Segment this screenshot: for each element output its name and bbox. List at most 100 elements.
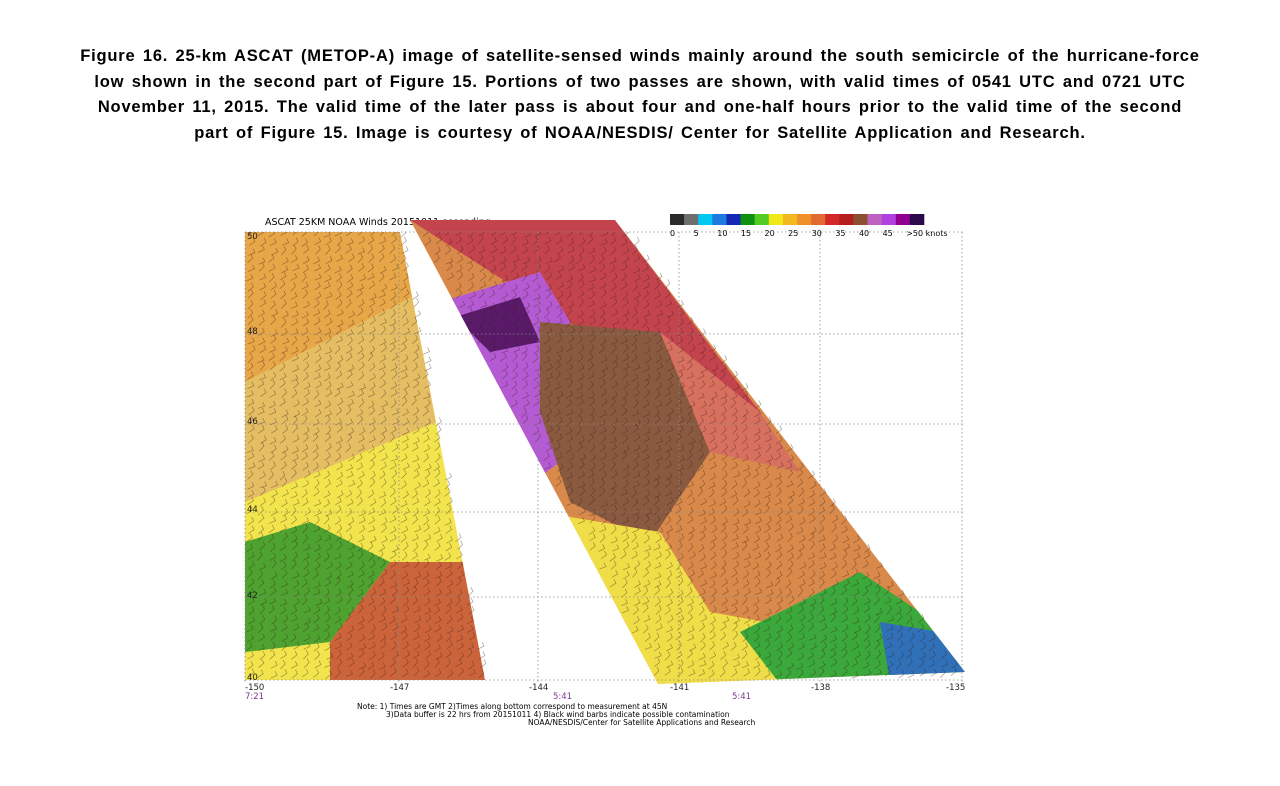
wind-barb xyxy=(764,427,771,435)
wind-barb xyxy=(577,310,584,319)
wind-barb xyxy=(389,534,397,542)
wind-barb xyxy=(379,669,387,679)
wind-barb xyxy=(722,659,728,669)
wind-barb xyxy=(687,506,694,517)
wind-barb xyxy=(709,616,717,625)
wind-barb xyxy=(412,415,419,425)
wind-barb xyxy=(798,535,806,543)
wind-barb xyxy=(830,612,837,623)
wind-barb xyxy=(479,308,487,317)
wind-barb xyxy=(324,373,331,382)
wind-barb xyxy=(258,579,265,588)
wind-barb xyxy=(324,631,331,641)
wind-barb xyxy=(688,569,696,578)
wind-barb xyxy=(632,605,639,615)
wind-barb xyxy=(731,461,738,470)
wind-barb xyxy=(741,434,748,444)
wind-barb xyxy=(741,508,749,517)
wind-barb xyxy=(279,398,286,407)
wind-barb xyxy=(268,272,275,283)
wind-barb xyxy=(501,363,509,372)
wind-barb xyxy=(632,568,638,578)
wind-barb xyxy=(732,660,741,668)
wind-barb xyxy=(445,525,453,534)
wind-barb xyxy=(664,651,671,661)
wind-barb xyxy=(358,361,365,371)
wind-barb xyxy=(863,551,871,560)
wind-barb xyxy=(599,308,606,319)
wind-barb xyxy=(621,390,628,400)
wind-barb xyxy=(258,659,265,668)
wind-barb xyxy=(433,478,440,488)
wind-barb xyxy=(302,553,310,561)
wind-barb xyxy=(260,435,267,444)
wind-barb xyxy=(523,307,530,317)
wind-barb xyxy=(654,461,661,471)
wind-barb xyxy=(247,470,254,480)
wind-barb xyxy=(500,298,507,308)
wind-barb xyxy=(675,525,683,533)
wind-barb xyxy=(258,373,267,381)
wind-barb xyxy=(601,397,608,407)
wind-barb xyxy=(654,561,662,569)
wind-barb xyxy=(369,587,377,597)
wind-barb xyxy=(336,254,344,262)
wind-barb xyxy=(633,433,641,442)
wind-barb xyxy=(809,633,817,641)
wind-barb xyxy=(367,400,375,409)
wind-barb xyxy=(733,470,741,478)
wind-barb xyxy=(312,432,319,443)
wind-barb xyxy=(665,445,673,453)
wind-barb xyxy=(325,425,332,436)
wind-barb xyxy=(753,488,760,498)
wind-barb xyxy=(699,552,706,562)
wind-barb xyxy=(378,577,385,587)
wind-barb xyxy=(675,497,683,506)
wind-barb xyxy=(677,553,684,562)
wind-barb xyxy=(675,505,682,515)
wind-barb xyxy=(280,451,287,461)
wind-barb xyxy=(259,360,266,371)
wind-barb xyxy=(732,577,739,587)
wind-barb xyxy=(269,596,277,605)
wind-barb xyxy=(401,308,408,319)
wind-barb xyxy=(599,378,606,388)
wind-barb xyxy=(599,525,607,533)
wind-barb xyxy=(688,531,694,542)
wind-barb xyxy=(291,374,299,382)
wind-barb xyxy=(732,424,738,435)
wind-barb xyxy=(381,517,388,526)
wind-barb xyxy=(433,526,441,535)
wind-barb xyxy=(885,642,893,650)
wind-barb xyxy=(567,461,574,472)
wind-barb xyxy=(930,668,937,677)
wind-barb xyxy=(423,587,431,597)
wind-barb xyxy=(675,433,682,443)
wind-barb xyxy=(247,434,254,444)
wind-barb xyxy=(566,290,572,300)
wind-barb xyxy=(314,660,322,669)
wind-barb xyxy=(709,416,717,424)
wind-barb xyxy=(501,335,508,344)
wind-barb xyxy=(664,289,671,299)
wind-barb xyxy=(556,391,564,399)
wind-barb xyxy=(400,533,407,543)
wind-barb xyxy=(403,289,410,298)
wind-barb xyxy=(312,624,320,632)
wind-barb xyxy=(677,371,684,380)
wind-barb xyxy=(665,543,673,552)
wind-barb xyxy=(314,499,322,507)
wind-barb xyxy=(765,595,772,605)
wind-barb xyxy=(753,434,761,443)
wind-barb xyxy=(345,561,353,570)
wind-barb xyxy=(358,426,366,436)
wind-barb xyxy=(765,561,772,571)
wind-barb xyxy=(368,390,376,398)
wind-barb xyxy=(820,642,828,651)
wind-barb xyxy=(389,526,397,534)
wind-barb xyxy=(423,559,430,569)
wind-barb xyxy=(622,369,629,380)
wind-barb xyxy=(336,299,343,309)
wind-barb xyxy=(720,650,727,660)
wind-barb xyxy=(677,356,685,364)
